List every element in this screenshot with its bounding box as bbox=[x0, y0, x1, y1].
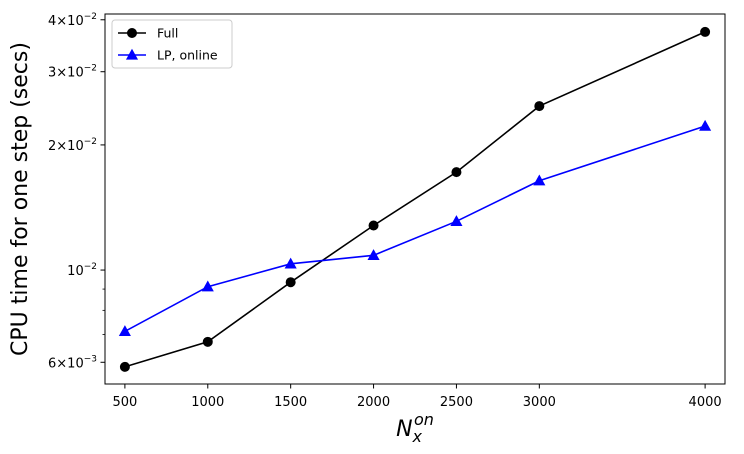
y-tick-times: × bbox=[56, 356, 67, 371]
data-point-lp-online bbox=[450, 215, 463, 226]
y-axis: 6×10−310−22×10−23×10−24×10−2 bbox=[48, 12, 105, 371]
x-tick-label: 1500 bbox=[274, 395, 307, 410]
y-tick-base: 10 bbox=[67, 14, 84, 29]
data-point-lp-online bbox=[284, 257, 297, 269]
x-tick-label: 4000 bbox=[689, 395, 722, 410]
y-tick-base: 10 bbox=[67, 264, 84, 279]
data-point-lp-online bbox=[201, 280, 214, 292]
y-tick-base: 10 bbox=[67, 356, 84, 371]
y-tick-label: 4×10−2 bbox=[48, 12, 97, 29]
x-tick-label: 1000 bbox=[191, 395, 224, 410]
y-tick-label: 6×10−3 bbox=[48, 354, 97, 371]
data-point-full bbox=[368, 220, 379, 231]
data-point-full bbox=[119, 361, 130, 372]
x-axis-label: Nxon bbox=[396, 410, 434, 446]
data-point-full bbox=[700, 26, 711, 37]
y-tick-times: × bbox=[56, 139, 67, 154]
data-point-full bbox=[451, 167, 462, 178]
data-point-lp-online bbox=[699, 119, 712, 131]
x-axis-label-base: N bbox=[396, 417, 412, 442]
y-tick-times: × bbox=[56, 66, 67, 81]
y-tick-mantissa: 4 bbox=[48, 14, 56, 29]
series-line-lp-online bbox=[124, 125, 706, 333]
series-layer bbox=[118, 26, 712, 372]
y-tick-exponent: −2 bbox=[84, 12, 97, 22]
y-tick-mantissa: 2 bbox=[48, 139, 56, 154]
x-axis: 500 1000 1500 2000 2500 3000 4000 bbox=[112, 384, 722, 410]
data-point-full bbox=[202, 336, 213, 347]
x-tick-label: 3000 bbox=[523, 395, 556, 410]
axis-labels: Nxon CPU time for one step (secs) bbox=[8, 42, 434, 446]
legend-marker-lp-online bbox=[125, 48, 139, 60]
y-tick-label: 10−2 bbox=[67, 262, 97, 279]
y-tick-mantissa: 6 bbox=[48, 356, 56, 371]
data-point-lp-online bbox=[367, 249, 380, 260]
data-point-lp-online bbox=[118, 325, 131, 337]
x-axis-label-superscript: on bbox=[414, 410, 434, 429]
data-point-lp-online bbox=[533, 174, 546, 186]
y-tick-mantissa: 3 bbox=[48, 66, 56, 81]
y-tick-exponent: −2 bbox=[84, 262, 97, 272]
data-point-full bbox=[285, 277, 296, 288]
x-tick-label: 2000 bbox=[357, 395, 390, 410]
y-axis-label: CPU time for one step (secs) bbox=[8, 42, 33, 356]
y-tick-times: × bbox=[56, 14, 67, 29]
x-axis-label-subscript: x bbox=[412, 427, 423, 446]
legend-label-full: Full bbox=[157, 26, 178, 41]
legend-marker-full bbox=[127, 28, 137, 38]
y-tick-exponent: −3 bbox=[84, 354, 97, 364]
legend: Full LP, online bbox=[111, 19, 233, 69]
legend-box bbox=[111, 19, 233, 69]
y-tick-exponent: −2 bbox=[84, 64, 97, 74]
series-line-full bbox=[124, 31, 706, 368]
x-tick-label: 2500 bbox=[440, 395, 473, 410]
y-tick-label: 2×10−2 bbox=[48, 137, 97, 154]
y-tick-base: 10 bbox=[67, 66, 84, 81]
y-tick-base: 10 bbox=[67, 139, 84, 154]
legend-label-lp-online: LP, online bbox=[157, 48, 218, 63]
y-tick-label: 3×10−2 bbox=[48, 64, 97, 81]
x-tick-label: 500 bbox=[112, 395, 137, 410]
data-point-full bbox=[534, 101, 545, 112]
plot-frame bbox=[104, 13, 726, 385]
plot-area bbox=[104, 13, 726, 385]
y-tick-exponent: −2 bbox=[84, 137, 97, 147]
